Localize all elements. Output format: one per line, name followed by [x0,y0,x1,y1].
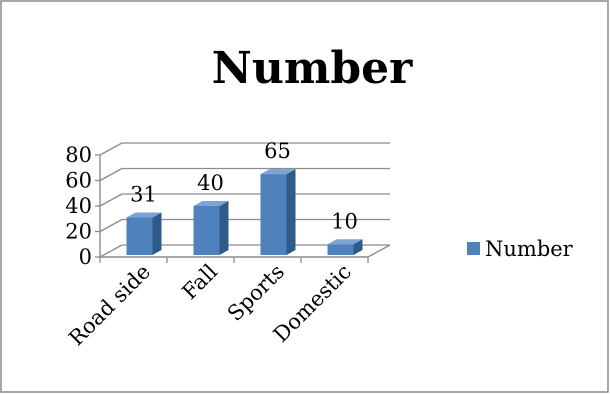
bar-side [286,169,296,255]
data-label: 10 [331,209,358,233]
gridline-depth [99,244,123,258]
bar-side [152,212,162,255]
bar-front [327,244,354,255]
legend-swatch [467,242,480,255]
gridline-depth [99,218,123,233]
bar [260,169,296,255]
data-labels: 31 40 65 10 [130,139,358,233]
bar [327,239,363,255]
legend-label: Number [485,237,574,261]
data-label: 31 [130,182,157,206]
bar-side [353,239,363,255]
bars [126,169,363,255]
bar-top [193,201,229,206]
data-label: 40 [197,171,224,195]
legend: Number [467,237,574,261]
y-tick-label: 40 [65,194,92,218]
bar [193,201,229,255]
gridline-depth [99,142,123,156]
y-tick-label: 60 [65,169,92,193]
bar-top [327,239,363,245]
axes [95,154,391,263]
bar-front [260,174,287,255]
y-tick-label: 0 [79,245,92,269]
bar-side [219,201,229,255]
bar-top [260,169,296,175]
data-label: 65 [264,139,291,163]
chart-title: Number [212,43,414,94]
bar-top [126,212,162,218]
gridline-depth [99,193,123,207]
gridline-depth [99,167,123,182]
bar [126,212,162,255]
y-tick-label: 80 [65,143,92,167]
x-axis-right-edge [367,244,391,258]
y-tick-label: 20 [65,220,92,244]
bar-front [126,217,153,255]
bar-front [193,206,220,255]
